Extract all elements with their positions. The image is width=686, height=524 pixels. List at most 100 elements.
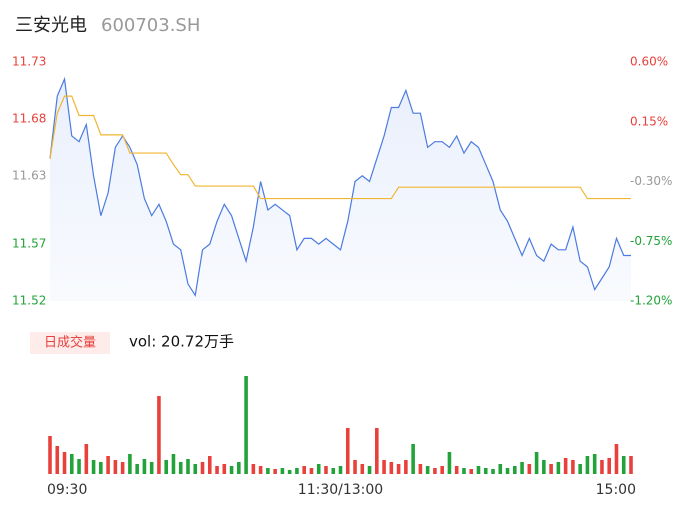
volume-bar: [229, 466, 234, 474]
volume-bar: [287, 470, 292, 474]
average-line: [49, 95, 631, 200]
volume-bar: [563, 458, 568, 474]
volume-bar: [520, 462, 524, 474]
volume-bar: [215, 466, 219, 474]
volume-bar: [462, 468, 466, 474]
volume-bar: [556, 462, 561, 474]
y2-tick-label: -0.30%: [630, 174, 672, 188]
volume-bar: [237, 462, 241, 474]
y2-tick-label: -1.20%: [630, 294, 672, 308]
volume-bar: [244, 376, 248, 474]
volume-bar: [273, 469, 277, 474]
volume-bar: [469, 469, 474, 474]
y-tick-label: 11.57: [12, 237, 46, 251]
volume-bar: [149, 462, 154, 474]
volume-bar: [295, 468, 299, 474]
volume-bar: [476, 466, 481, 474]
volume-bar: [99, 462, 103, 474]
volume-bar: [542, 460, 546, 474]
volume-bar: [345, 428, 350, 474]
volume-bar: [571, 460, 575, 474]
volume-bar: [338, 466, 343, 474]
volume-bar: [207, 456, 212, 474]
y2-tick-label: 0.60%: [630, 55, 668, 69]
volume-bar: [440, 466, 444, 474]
volume-bar: [360, 464, 365, 474]
volume-bar: [404, 460, 408, 474]
volume-bar: [505, 468, 510, 474]
volume-bar: [266, 468, 270, 474]
volume-bar: [527, 464, 532, 474]
volume-bar: [324, 466, 328, 474]
volume-bar: [193, 464, 198, 474]
volume-bar: [331, 468, 336, 474]
volume-bar: [171, 454, 176, 474]
volume-bar: [396, 464, 401, 474]
volume-bar: [585, 456, 590, 474]
price-area: [50, 79, 631, 301]
stock-code: 600703.SH: [101, 15, 200, 36]
volume-bar: [142, 459, 147, 474]
y-tick-label: 11.73: [12, 55, 46, 69]
volume-bar: [411, 444, 415, 474]
volume-bar: [425, 466, 430, 474]
volume-bar: [454, 466, 459, 474]
volume-bar: [106, 456, 110, 474]
volume-bar: [382, 460, 386, 474]
volume-bar: [491, 469, 495, 474]
x-tick-label: 15:00: [596, 482, 636, 498]
y-tick-label: 11.63: [12, 168, 46, 182]
volume-bar: [418, 464, 423, 474]
volume-bar: [607, 458, 612, 474]
y-tick-label: 11.52: [12, 294, 46, 308]
volume-bar: [353, 460, 357, 474]
volume-bar: [389, 462, 394, 474]
volume-bar: [433, 468, 437, 474]
volume-bar: [164, 460, 168, 474]
volume-label-box: [30, 332, 110, 354]
stock-name: 三安光电: [15, 15, 87, 36]
volume-bar: [367, 466, 372, 474]
volume-bar: [251, 464, 256, 474]
volume-bar: [200, 462, 205, 474]
price-line: [49, 76, 631, 297]
volume-bar: [513, 466, 517, 474]
x-tick-label: 11:30/13:00: [298, 482, 383, 498]
volume-bar: [48, 436, 52, 474]
volume-bar: [178, 462, 183, 474]
volume-bar: [534, 452, 539, 474]
volume-bar: [614, 444, 619, 474]
volume-bar: [578, 464, 582, 474]
y2-tick-label: -0.75%: [630, 234, 672, 248]
volume-annotation: vol: 20.72万手: [129, 333, 234, 351]
volume-bar: [69, 454, 74, 474]
volume-bar: [186, 459, 190, 474]
volume-bar: [135, 464, 139, 474]
volume-title: 日成交量: [44, 335, 96, 351]
volume-bar: [55, 446, 60, 474]
volume-bar: [91, 460, 96, 474]
volume-bar: [621, 456, 626, 474]
volume-bar: [592, 454, 597, 474]
volume-bar: [113, 460, 118, 474]
volume-bar: [629, 456, 633, 474]
volume-bar: [600, 460, 604, 474]
x-tick-label: 09:30: [47, 482, 87, 498]
volume-bar: [549, 464, 553, 474]
volume-bar: [316, 464, 321, 474]
volume-bar: [128, 454, 132, 474]
volume-bar: [222, 464, 227, 474]
volume-bar: [309, 468, 314, 474]
volume-bar: [302, 466, 306, 474]
volume-bar: [375, 428, 379, 474]
y2-tick-label: 0.15%: [630, 114, 668, 128]
volume-bar: [258, 466, 263, 474]
volume-bar: [120, 462, 125, 474]
volume-bar: [77, 459, 81, 474]
y-tick-label: 11.68: [12, 111, 46, 125]
volume-bar: [62, 452, 67, 474]
volume-bar: [447, 452, 452, 474]
volume-bar: [280, 468, 285, 474]
volume-bar: [157, 396, 161, 474]
